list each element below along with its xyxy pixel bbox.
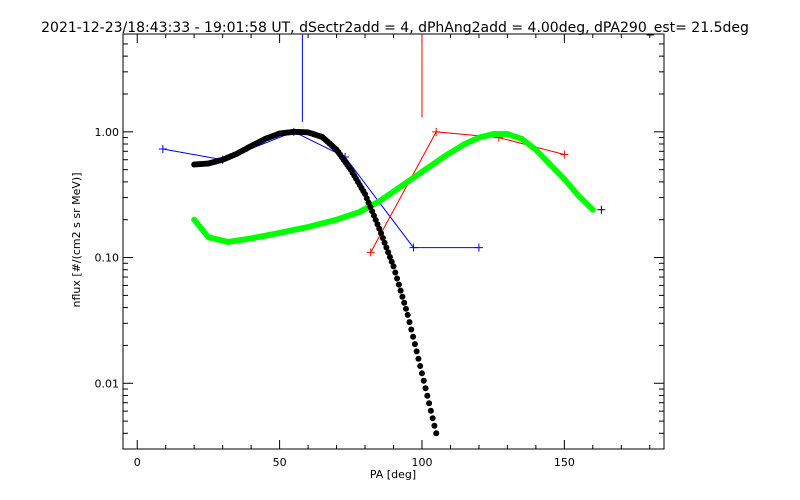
series-layer bbox=[158, 34, 606, 437]
data-point bbox=[431, 422, 438, 429]
x-tick-label: 150 bbox=[554, 456, 575, 469]
plus-marker bbox=[560, 150, 569, 159]
data-point bbox=[426, 400, 433, 407]
x-tick-label: 100 bbox=[411, 456, 432, 469]
plus-marker bbox=[409, 243, 418, 252]
data-point bbox=[390, 263, 397, 270]
data-point bbox=[411, 341, 418, 348]
x-tick-label: 0 bbox=[134, 456, 141, 469]
data-point bbox=[394, 275, 401, 282]
series-line bbox=[162, 131, 479, 249]
tick-labels: 0 50 100 150 0.01 0.10 1.00 bbox=[95, 126, 575, 469]
data-point bbox=[397, 287, 404, 294]
data-point bbox=[589, 206, 596, 213]
y-axis-label: nflux [#/(cm2 s sr MeV)] bbox=[70, 173, 83, 308]
data-point bbox=[388, 258, 395, 265]
data-point bbox=[395, 281, 402, 288]
axis-ticks bbox=[123, 33, 664, 450]
data-point bbox=[392, 269, 399, 276]
data-point bbox=[386, 253, 393, 260]
data-point bbox=[406, 319, 413, 326]
plus-marker bbox=[432, 127, 441, 136]
x-axis-label: PA [deg] bbox=[370, 468, 416, 481]
data-point bbox=[418, 370, 425, 377]
data-point bbox=[415, 355, 422, 362]
data-point bbox=[410, 333, 417, 340]
y-tick-label: 1.00 bbox=[95, 126, 120, 139]
x-tick-label: 50 bbox=[273, 456, 287, 469]
data-point bbox=[402, 305, 409, 312]
data-point bbox=[424, 392, 431, 399]
plus-marker bbox=[597, 205, 606, 214]
data-point bbox=[383, 244, 390, 251]
data-point bbox=[399, 293, 406, 300]
plus-marker bbox=[474, 243, 483, 252]
y-tick-label: 0.10 bbox=[95, 252, 120, 265]
data-point bbox=[413, 348, 420, 355]
data-point bbox=[379, 235, 386, 242]
data-point bbox=[429, 415, 436, 422]
plus-marker bbox=[158, 145, 167, 154]
plus-marker bbox=[366, 248, 375, 257]
chart-title: 2021-12-23/18:43:33 - 19:01:58 UT, dSect… bbox=[41, 20, 749, 36]
y-tick-label: 0.01 bbox=[95, 377, 120, 390]
data-point bbox=[422, 385, 429, 392]
data-point bbox=[408, 326, 415, 333]
data-point bbox=[381, 239, 388, 246]
data-point bbox=[376, 225, 383, 232]
data-point bbox=[420, 377, 427, 384]
data-point bbox=[401, 299, 408, 306]
data-point bbox=[433, 430, 440, 437]
data-point bbox=[417, 363, 424, 370]
data-point bbox=[385, 249, 392, 256]
data-point bbox=[404, 311, 411, 318]
plot-frame bbox=[122, 33, 665, 450]
data-point bbox=[378, 230, 385, 237]
data-point bbox=[427, 407, 434, 414]
